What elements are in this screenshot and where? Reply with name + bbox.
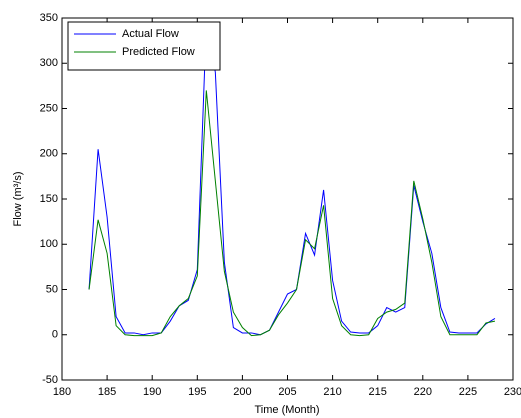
x-tick-label: 195 <box>188 386 206 398</box>
legend-box <box>67 21 221 71</box>
y-tick-label: 50 <box>46 283 58 295</box>
y-tick-label: -50 <box>42 374 58 386</box>
legend-label: Predicted Flow <box>122 46 195 58</box>
y-tick-label: 150 <box>40 193 58 205</box>
x-tick-label: 200 <box>233 386 251 398</box>
x-tick-label: 215 <box>369 386 387 398</box>
y-tick-label: 0 <box>52 329 58 341</box>
x-tick-label: 220 <box>414 386 432 398</box>
x-tick-label: 210 <box>323 386 341 398</box>
plot-area <box>61 17 514 381</box>
legend-label: Actual Flow <box>122 28 179 40</box>
y-tick-label: 250 <box>40 102 58 114</box>
x-axis-label: Time (Month) <box>255 404 320 416</box>
x-tick-label: 205 <box>278 386 296 398</box>
line-series <box>88 22 496 336</box>
y-axis-label: Flow (m³/s) <box>12 172 24 227</box>
line-series <box>88 90 496 337</box>
y-tick-label: 100 <box>40 238 58 250</box>
y-tick-label: 300 <box>40 57 58 69</box>
x-tick-label: 185 <box>98 386 116 398</box>
plot-lines <box>88 22 496 337</box>
y-tick-label: 200 <box>40 148 58 160</box>
x-tick-label: 180 <box>53 386 71 398</box>
x-tick-label: 190 <box>143 386 161 398</box>
x-tick-label: 230 <box>504 386 521 398</box>
x-tick-label: 225 <box>459 386 477 398</box>
y-tick-label: 350 <box>40 12 58 24</box>
